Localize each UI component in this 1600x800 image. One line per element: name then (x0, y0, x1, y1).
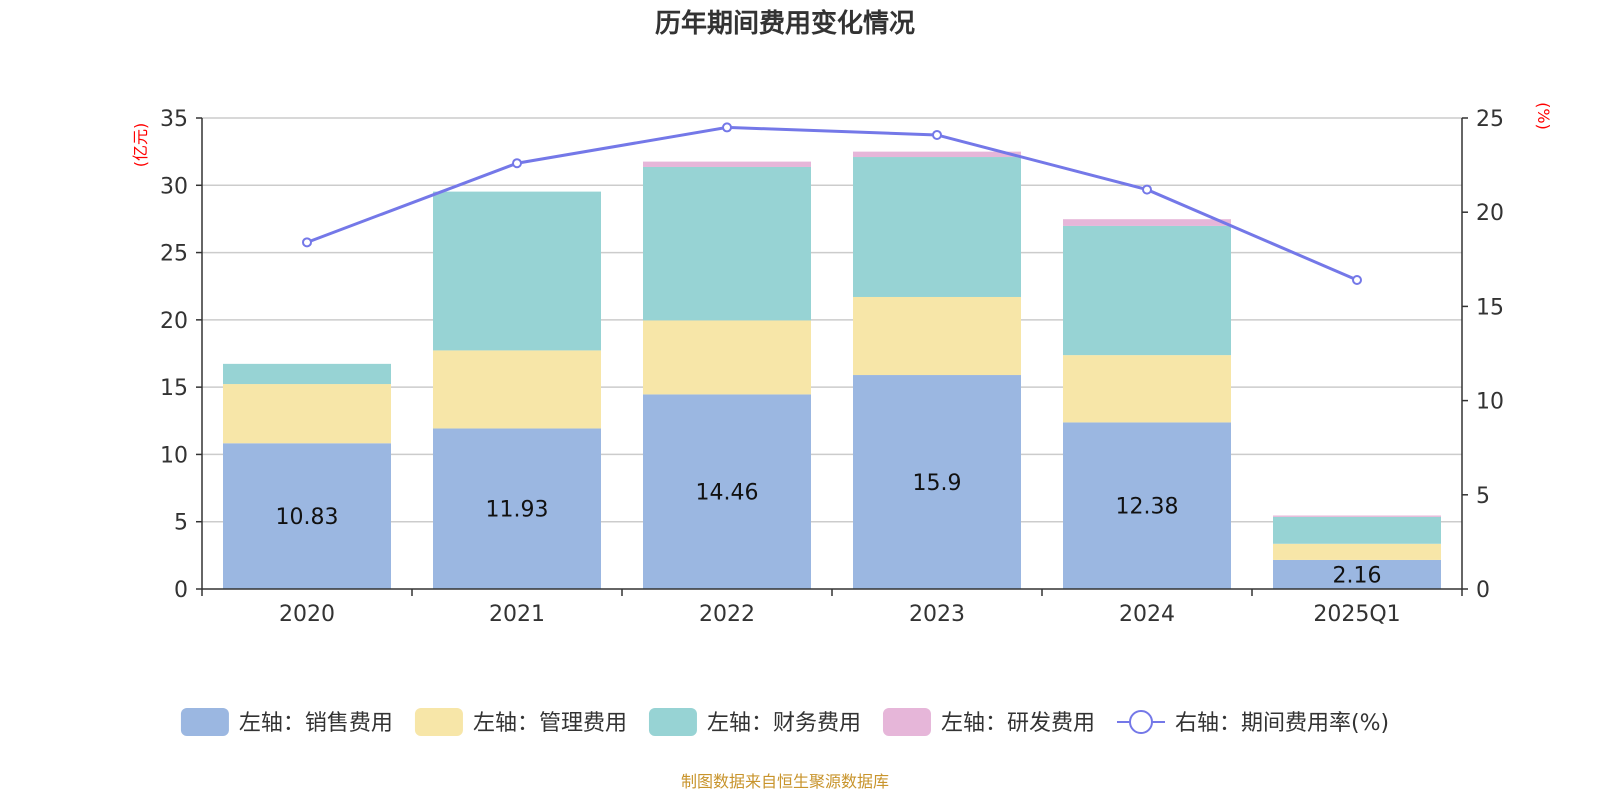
legend-label: 右轴：期间费用率(%) (1175, 711, 1389, 736)
legend-swatch (882, 708, 931, 736)
bar-segment (433, 428, 601, 589)
right-tick-label: 25 (1476, 107, 1504, 132)
bar-value-label: 15.9 (913, 471, 962, 496)
right-tick-label: 15 (1476, 295, 1504, 320)
bar-segment (433, 350, 601, 429)
bar-segment (853, 151, 1021, 158)
bar-segment (853, 157, 1021, 297)
data-labels: 10.83 11.93 14.46 15.9 12.38 2.16 (276, 471, 1382, 588)
bar-segment (643, 161, 811, 167)
legend: 左轴：销售费用 左轴：管理费用 左轴：财务费用 左轴：研发费用 右轴：期间费用率(%) (180, 708, 1389, 736)
bar-segment (223, 384, 391, 444)
bar-segment (1063, 225, 1231, 356)
right-tick-label: 10 (1476, 390, 1504, 415)
legend-label: 左轴：研发费用 (941, 711, 1095, 736)
x-tick-label: 2020 (279, 602, 335, 627)
x-tick-label: 2025Q1 (1313, 602, 1400, 627)
bar-segment (1273, 559, 1441, 589)
bar-value-label: 12.38 (1116, 495, 1179, 520)
left-tick-label: 5 (174, 511, 188, 536)
rate-point (722, 122, 732, 133)
rate-line (302, 122, 1362, 286)
bar-segment (1273, 516, 1441, 544)
left-tick-label: 20 (160, 309, 188, 334)
bar-segment (643, 394, 811, 589)
source-note: 制图数据来自恒生聚源数据库 (681, 772, 889, 791)
legend-item[interactable]: 左轴：管理费用 (414, 708, 627, 736)
bar-segment (1273, 543, 1441, 560)
rate-point (1142, 184, 1152, 195)
rate-point (1352, 275, 1362, 286)
bar-value-label: 2.16 (1333, 563, 1382, 588)
left-tick-label: 0 (174, 578, 188, 603)
bar-segment (223, 443, 391, 589)
rate-point (302, 237, 312, 248)
x-tick-label: 2022 (699, 602, 755, 627)
bar-segment (853, 296, 1021, 376)
bar-segment (643, 166, 811, 321)
legend-label: 左轴：管理费用 (473, 711, 627, 736)
legend-item[interactable]: 左轴：研发费用 (882, 708, 1095, 736)
left-tick-label: 15 (160, 376, 188, 401)
legend-circle-swatch (1128, 710, 1153, 734)
right-tick-label: 0 (1476, 578, 1490, 603)
legend-swatch (180, 708, 229, 736)
axes: 0 5 10 15 20 25 30 35 0 5 10 15 20 25 2020 2021 2022 2023… (160, 107, 1504, 627)
left-tick-label: 35 (160, 107, 188, 132)
bar-segment (1063, 422, 1231, 589)
x-tick-label: 2024 (1119, 602, 1175, 627)
left-axis-unit: (亿元) (131, 123, 150, 168)
bars (223, 151, 1441, 589)
legend-item[interactable]: 左轴：销售费用 (180, 708, 393, 736)
x-tick-label: 2021 (489, 602, 545, 627)
legend-swatch (414, 708, 463, 736)
bar-segment (1063, 219, 1231, 226)
left-tick-label: 10 (160, 443, 188, 468)
rate-point (512, 158, 522, 169)
bar-value-label: 10.83 (276, 505, 339, 530)
bar-value-label: 11.93 (486, 498, 549, 523)
bar-segment (433, 191, 601, 351)
legend-item[interactable]: 右轴：期间费用率(%) (1116, 710, 1389, 736)
left-tick-label: 30 (160, 174, 188, 199)
bar-segment (1063, 355, 1231, 423)
rate-point (932, 129, 942, 140)
bar-segment (853, 375, 1021, 589)
gridlines (202, 117, 1462, 523)
left-tick-label: 25 (160, 242, 188, 267)
right-axis-unit: (%) (1534, 102, 1553, 130)
chart-title: 历年期间费用变化情况 (655, 8, 915, 39)
bar-value-label: 14.46 (696, 481, 759, 506)
x-tick-label: 2023 (909, 602, 965, 627)
legend-swatch (648, 708, 697, 736)
legend-label: 左轴：销售费用 (239, 711, 393, 736)
right-tick-label: 5 (1476, 484, 1490, 509)
legend-item[interactable]: 左轴：财务费用 (648, 708, 861, 736)
rate-line-path (306, 125, 1358, 282)
bar-segment (223, 363, 391, 385)
bar-segment (1273, 515, 1441, 517)
legend-label: 左轴：财务费用 (707, 711, 861, 736)
bar-segment (643, 320, 811, 395)
right-tick-label: 20 (1476, 201, 1504, 226)
